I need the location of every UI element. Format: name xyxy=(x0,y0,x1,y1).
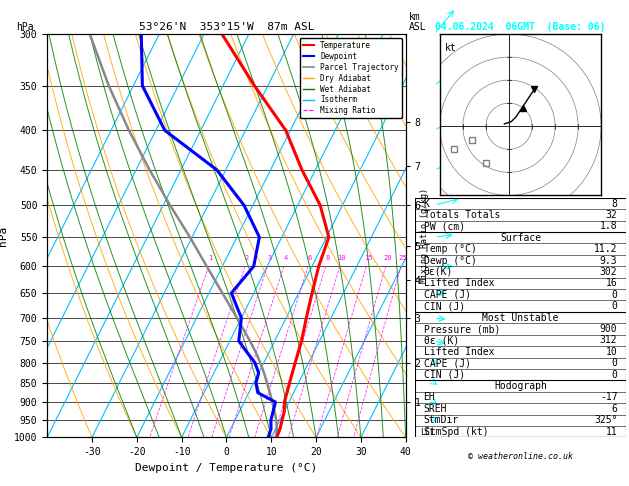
Text: 8: 8 xyxy=(325,255,330,260)
Text: 1.8: 1.8 xyxy=(600,221,618,231)
Legend: Temperature, Dewpoint, Parcel Trajectory, Dry Adiabat, Wet Adiabat, Isotherm, Mi: Temperature, Dewpoint, Parcel Trajectory… xyxy=(299,38,402,119)
Text: PW (cm): PW (cm) xyxy=(423,221,465,231)
Text: 16: 16 xyxy=(606,278,618,288)
Text: 0: 0 xyxy=(611,358,618,368)
X-axis label: Dewpoint / Temperature (°C): Dewpoint / Temperature (°C) xyxy=(135,463,318,473)
Text: Temp (°C): Temp (°C) xyxy=(423,244,476,254)
Text: Most Unstable: Most Unstable xyxy=(482,312,559,323)
Text: K: K xyxy=(423,198,430,208)
Text: 10: 10 xyxy=(337,255,346,260)
Text: Lifted Index: Lifted Index xyxy=(423,347,494,357)
Text: 1: 1 xyxy=(209,255,213,260)
Text: 9.3: 9.3 xyxy=(600,256,618,265)
Text: 25: 25 xyxy=(398,255,407,260)
Text: 11.2: 11.2 xyxy=(594,244,618,254)
Text: 6: 6 xyxy=(611,404,618,414)
Text: LCL: LCL xyxy=(420,428,435,437)
Y-axis label: hPa: hPa xyxy=(0,226,8,246)
Text: -17: -17 xyxy=(600,393,618,402)
Text: 900: 900 xyxy=(600,324,618,334)
Text: 8: 8 xyxy=(611,198,618,208)
Text: 312: 312 xyxy=(600,335,618,346)
Text: Totals Totals: Totals Totals xyxy=(423,210,500,220)
Text: StmDir: StmDir xyxy=(423,415,459,425)
Text: SREH: SREH xyxy=(423,404,447,414)
Text: kt: kt xyxy=(445,43,456,53)
Text: Dewp (°C): Dewp (°C) xyxy=(423,256,476,265)
Text: 0: 0 xyxy=(611,301,618,311)
Text: θε (K): θε (K) xyxy=(423,335,459,346)
Text: 04.06.2024  06GMT  (Base: 06): 04.06.2024 06GMT (Base: 06) xyxy=(435,21,606,32)
Text: Hodograph: Hodograph xyxy=(494,381,547,391)
Text: 3: 3 xyxy=(267,255,272,260)
Text: 2: 2 xyxy=(245,255,249,260)
Text: CAPE (J): CAPE (J) xyxy=(423,358,470,368)
Text: © weatheronline.co.uk: © weatheronline.co.uk xyxy=(468,452,573,461)
Text: θε(K): θε(K) xyxy=(423,267,453,277)
Text: StmSpd (kt): StmSpd (kt) xyxy=(423,427,488,437)
Text: 53°26'N  353°15'W  87m ASL: 53°26'N 353°15'W 87m ASL xyxy=(138,21,314,32)
Text: Lifted Index: Lifted Index xyxy=(423,278,494,288)
Text: 10: 10 xyxy=(606,347,618,357)
Text: 20: 20 xyxy=(383,255,392,260)
Text: 11: 11 xyxy=(606,427,618,437)
Text: hPa: hPa xyxy=(16,21,33,32)
Text: Surface: Surface xyxy=(500,233,541,243)
Text: CIN (J): CIN (J) xyxy=(423,370,465,380)
Text: CIN (J): CIN (J) xyxy=(423,301,465,311)
Text: Pressure (mb): Pressure (mb) xyxy=(423,324,500,334)
Text: km
ASL: km ASL xyxy=(409,12,426,32)
Text: 6: 6 xyxy=(308,255,312,260)
Text: 0: 0 xyxy=(611,290,618,300)
Text: 302: 302 xyxy=(600,267,618,277)
Text: Mixing Ratio (g/kg): Mixing Ratio (g/kg) xyxy=(420,188,429,283)
Text: 15: 15 xyxy=(364,255,372,260)
Text: CAPE (J): CAPE (J) xyxy=(423,290,470,300)
Text: 32: 32 xyxy=(606,210,618,220)
Text: 325°: 325° xyxy=(594,415,618,425)
Text: 4: 4 xyxy=(284,255,288,260)
Text: 0: 0 xyxy=(611,370,618,380)
Text: EH: EH xyxy=(423,393,435,402)
